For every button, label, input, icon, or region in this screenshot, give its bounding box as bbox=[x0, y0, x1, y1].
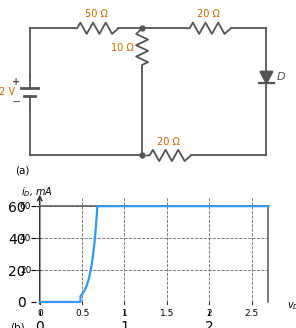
Text: 1.5: 1.5 bbox=[160, 309, 174, 318]
Text: (b): (b) bbox=[10, 323, 25, 328]
Text: 1: 1 bbox=[122, 309, 127, 318]
Text: (a): (a) bbox=[15, 165, 29, 175]
Text: 50 Ω: 50 Ω bbox=[85, 9, 108, 19]
Text: 0.5: 0.5 bbox=[75, 309, 89, 318]
Text: 10 Ω: 10 Ω bbox=[112, 43, 134, 53]
Text: 20: 20 bbox=[20, 266, 31, 275]
Text: +: + bbox=[12, 77, 20, 87]
Text: 12 V: 12 V bbox=[0, 87, 15, 97]
Text: $i_D$, mA: $i_D$, mA bbox=[21, 185, 53, 199]
Text: 0: 0 bbox=[37, 309, 43, 318]
Text: 40: 40 bbox=[20, 234, 31, 243]
Text: 20 Ω: 20 Ω bbox=[197, 9, 220, 19]
Text: 2: 2 bbox=[206, 309, 212, 318]
Text: D: D bbox=[277, 72, 285, 82]
Text: 60: 60 bbox=[20, 202, 31, 211]
Text: 20 Ω: 20 Ω bbox=[157, 137, 180, 147]
Polygon shape bbox=[260, 72, 273, 83]
Text: $v_D$, V: $v_D$, V bbox=[287, 298, 296, 312]
Text: −: − bbox=[12, 97, 21, 107]
Text: 2.5: 2.5 bbox=[244, 309, 259, 318]
